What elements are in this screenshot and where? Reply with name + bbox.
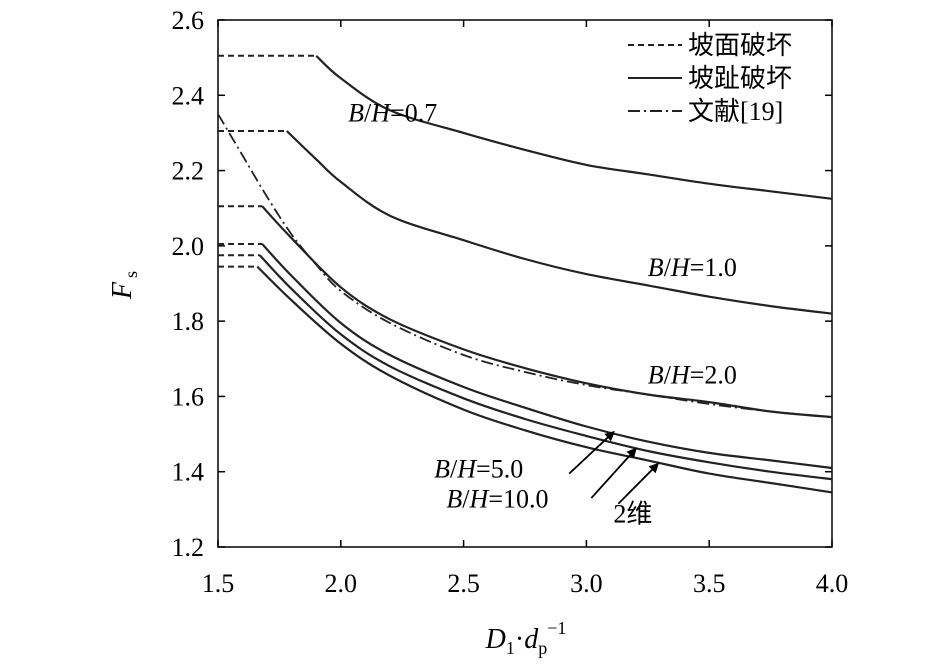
x-axis-label-main2: d — [524, 624, 539, 655]
y-tick-label: 2.0 — [172, 232, 205, 261]
x-tick-label: 1.5 — [202, 569, 235, 598]
annotation-label: B/H=10.0 — [446, 484, 548, 513]
x-axis-label-main: D — [485, 624, 506, 655]
y-tick-label: 1.6 — [172, 382, 205, 411]
annotation-label: B/H=5.0 — [434, 454, 523, 483]
y-tick-label: 2.4 — [172, 81, 205, 110]
y-axis-label-main: F — [107, 281, 138, 300]
y-tick-label: 2.6 — [172, 6, 205, 35]
x-axis-label-sup: −1 — [547, 618, 566, 638]
annotation-arrow — [617, 462, 660, 505]
y-tick-label: 2.2 — [172, 157, 205, 186]
series-1-solid — [315, 54, 833, 200]
reference-19-line — [217, 113, 833, 418]
series-3-solid — [261, 205, 833, 419]
x-tick-label: 4.0 — [816, 569, 849, 598]
x-axis-label: D1·dp−1 — [485, 618, 567, 658]
annotation-arrow — [568, 430, 615, 475]
x-tick-label: 2.5 — [447, 569, 480, 598]
annotation-label: B/H=2.0 — [648, 360, 737, 389]
x-axis-label-sub2: p — [538, 638, 547, 658]
annotation-layer: B/H=0.7 B/H=1.0 B/H=2.0 B/H=5.0B/H=10.0 2维 — [348, 99, 737, 529]
series-2-solid — [286, 130, 833, 315]
series-4-solid — [261, 243, 833, 470]
plot-frame — [217, 19, 833, 548]
y-axis-label: Fs — [107, 271, 141, 300]
legend-label: 坡趾破坏 — [688, 64, 792, 93]
x-axis-label-dot: · — [515, 624, 524, 655]
y-tick-label: 1.4 — [172, 458, 205, 487]
x-tick-label: 2.0 — [325, 569, 358, 598]
y-tick-label: 1.2 — [172, 533, 205, 562]
series-5-solid — [259, 254, 833, 481]
annotation-label: B/H=0.7 — [348, 99, 437, 128]
reference-19-layer — [217, 113, 833, 418]
x-tick-label: 3.0 — [570, 569, 603, 598]
legend-label: 坡面破坏 — [688, 31, 792, 60]
plot-border — [217, 19, 833, 548]
y-axis-ticks: 1.2 1.4 1.6 1.8 2.0 2.2 2.4 2.6 — [172, 6, 832, 562]
legend-label: 文献[19] — [688, 97, 783, 126]
x-axis-label-sub1: 1 — [506, 638, 515, 658]
y-tick-label: 1.8 — [172, 307, 205, 336]
y-axis-label-sub: s — [121, 271, 141, 278]
x-tick-label: 3.5 — [693, 569, 726, 598]
annotation-label: B/H=1.0 — [648, 253, 737, 282]
series-6-solid — [256, 265, 833, 494]
series-layer — [218, 54, 833, 494]
x-axis-ticks: 1.5 2.0 2.5 3.0 3.5 4.0 — [202, 20, 849, 598]
annotation-arrow — [590, 447, 637, 499]
annotation-label: 2维 — [613, 500, 652, 529]
